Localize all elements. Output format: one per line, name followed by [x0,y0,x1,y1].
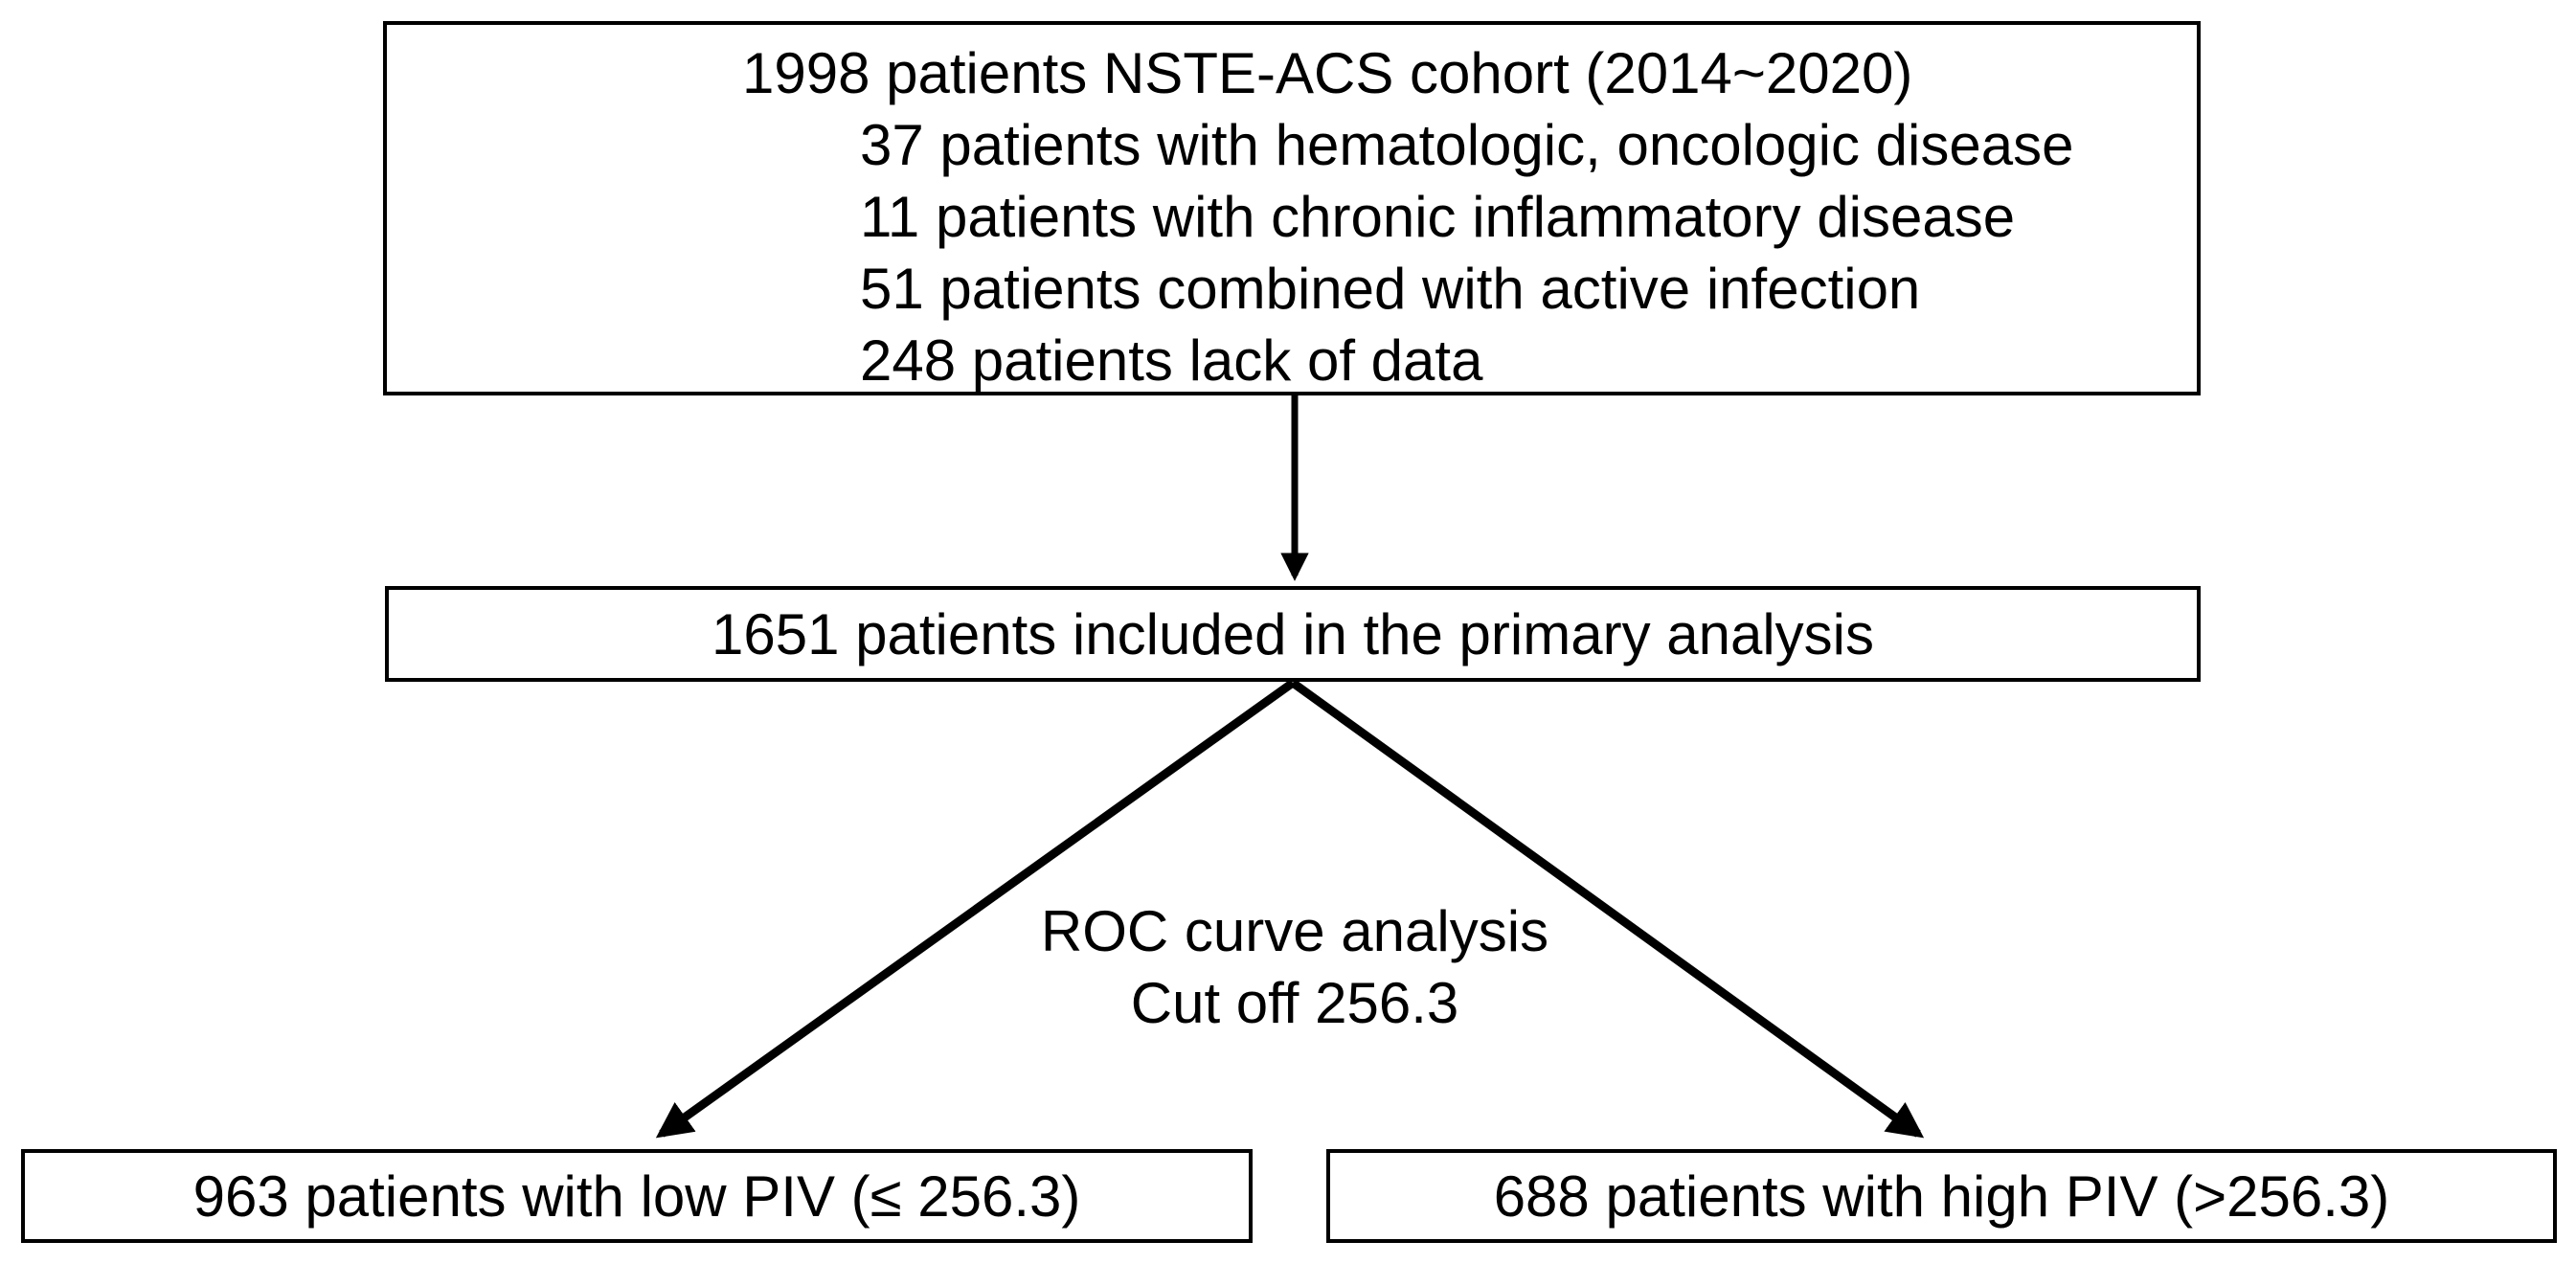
primary-analysis-label: 1651 patients included in the primary an… [711,601,1875,666]
flow-box-cohort: 1998 patients NSTE-ACS cohort (2014~2020… [383,21,2201,395]
exclusion-line: 51 patients combined with active infecti… [860,257,1921,321]
exclusion-line: 248 patients lack of data [860,328,1483,393]
high-piv-label: 688 patients with high PIV (>256.3) [1493,1163,2390,1229]
roc-split-label: ROC curve analysis Cut off 256.3 [1041,895,1548,1039]
exclusion-line: 11 patients with chronic inflammatory di… [860,185,2016,249]
flow-box-high-piv: 688 patients with high PIV (>256.3) [1326,1149,2557,1243]
cutoff-line: Cut off 256.3 [1130,971,1459,1035]
low-piv-label: 963 patients with low PIV (≤ 256.3) [192,1163,1081,1229]
flow-box-low-piv: 963 patients with low PIV (≤ 256.3) [21,1149,1253,1243]
exclusion-line: 37 patients with hematologic, oncologic … [860,113,2074,177]
cohort-title: 1998 patients NSTE-ACS cohort (2014~2020… [742,41,1913,105]
roc-analysis-line: ROC curve analysis [1040,899,1549,963]
flow-box-primary-analysis: 1651 patients included in the primary an… [385,586,2201,682]
